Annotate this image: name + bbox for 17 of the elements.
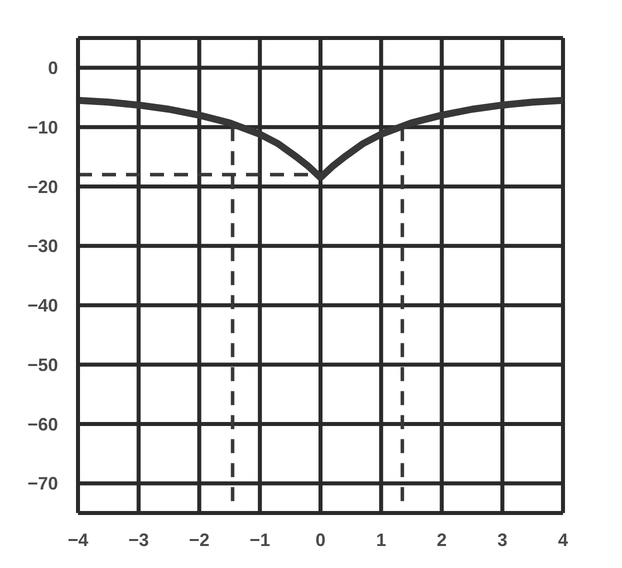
x-tick-label: −4: [68, 530, 88, 550]
y-tick-label: −60: [27, 414, 58, 434]
y-tick-label: −40: [27, 296, 58, 316]
x-tick-label: −3: [128, 530, 149, 550]
x-tick-label: −1: [250, 530, 270, 550]
y-tick-label: −30: [27, 236, 58, 256]
y-tick-label: −20: [27, 176, 58, 197]
x-tick-label: 4: [558, 530, 568, 550]
x-tick-label: 3: [497, 530, 508, 550]
x-tick-label: 1: [376, 530, 386, 550]
x-tick-label: −2: [188, 530, 210, 550]
y-tick-label: −10: [27, 117, 58, 138]
x-tick-label: 0: [315, 530, 326, 550]
y-tick-label: −50: [27, 354, 58, 375]
y-tick-label: 0: [48, 58, 58, 78]
x-tick-label: 2: [436, 530, 447, 550]
y-tick-label: −70: [27, 474, 58, 494]
